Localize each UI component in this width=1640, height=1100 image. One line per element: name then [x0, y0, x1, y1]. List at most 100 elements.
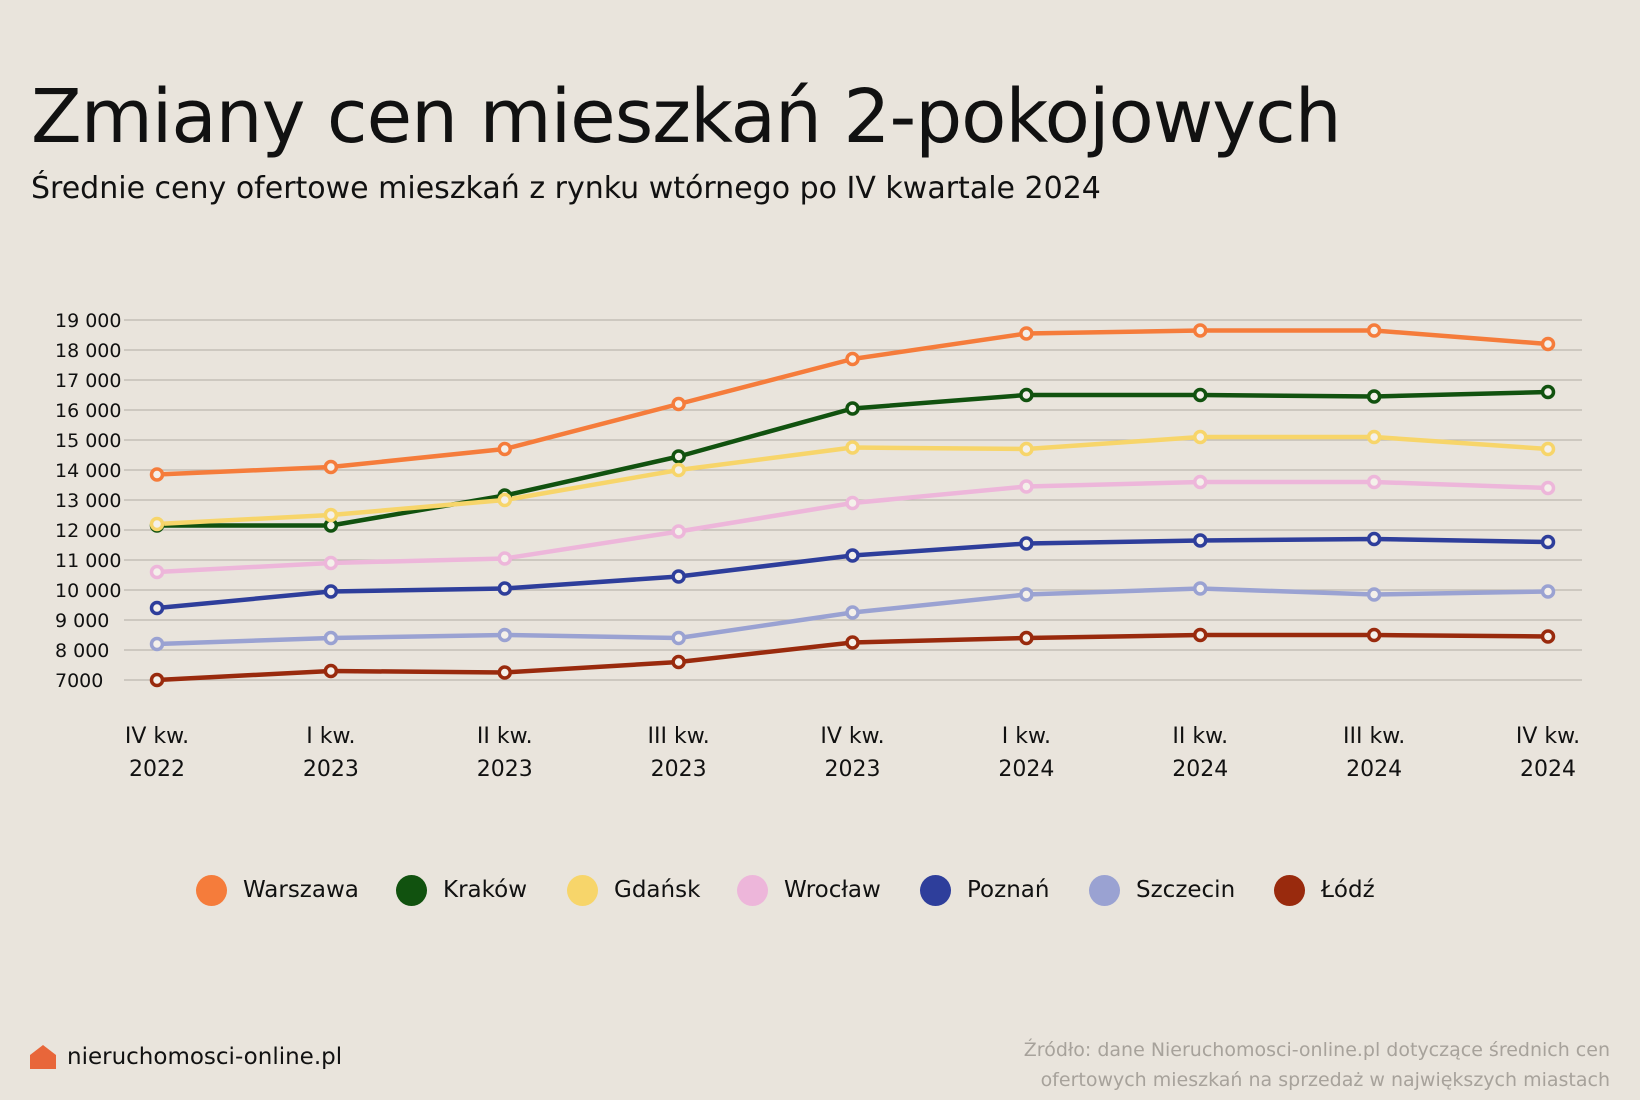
legend-item: Poznań [920, 870, 1049, 910]
data-point-Gdańsk [1540, 441, 1556, 457]
x-tick-label: IV kw. [125, 724, 189, 749]
data-point-Szczecin [497, 627, 512, 643]
x-tick-label-year: 2023 [477, 757, 533, 782]
data-point-Kraków [845, 401, 860, 416]
data-point-Łódź [1540, 629, 1556, 644]
y-tick-label: 13 000 [55, 490, 121, 512]
data-point-Łódź [845, 635, 860, 650]
y-tick-label: 17 000 [55, 370, 121, 392]
x-tick-label: I kw. [306, 724, 355, 749]
data-point-Szczecin [323, 630, 339, 646]
data-point-Warszawa [1366, 323, 1382, 338]
data-point-Gdańsk [671, 462, 686, 478]
data-point-Gdańsk [1366, 429, 1382, 445]
data-point-Gdańsk [1019, 441, 1034, 457]
y-tick-label: 12 000 [55, 520, 121, 542]
source-line-2: ofertowych mieszkań na sprzedaż w najwię… [1040, 1069, 1610, 1091]
data-point-Wrocław [497, 551, 512, 566]
x-tick-label: II kw. [1172, 724, 1228, 749]
legend-swatch [1089, 874, 1120, 906]
data-point-Poznań [671, 569, 686, 584]
data-point-Gdańsk [1193, 429, 1208, 445]
data-point-Wrocław [149, 564, 165, 580]
legend: Warszawa Kraków Gdańsk Wrocław Poznań Szczeci… [0, 870, 1640, 910]
y-tick-label: 15 000 [55, 430, 121, 452]
brand[interactable]: nieruchomosci-online.pl [29, 1044, 342, 1070]
x-tick-label-year: 2022 [129, 757, 185, 782]
legend-label: Wrocław [784, 877, 881, 903]
source-note: Źródło: dane Nieruchomosci-online.pl dot… [1024, 1035, 1610, 1095]
chart-title: Zmiany cen mieszkań 2-pokojowych [31, 74, 1342, 160]
chart-subtitle: Średnie ceny ofertowe mieszkań z rynku w… [31, 171, 1101, 206]
data-point-Gdańsk [149, 516, 165, 532]
data-point-Szczecin [1019, 587, 1034, 602]
legend-item: Kraków [396, 870, 527, 910]
data-point-Poznań [497, 581, 512, 596]
legend-label: Gdańsk [614, 877, 701, 903]
legend-label: Kraków [443, 877, 528, 903]
data-point-Gdańsk [323, 507, 339, 523]
data-point-Łódź [1366, 627, 1382, 643]
data-point-Szczecin [1540, 584, 1556, 599]
data-point-Wrocław [323, 555, 339, 571]
data-point-Łódź [671, 654, 686, 670]
source-line-1: Źródło: dane Nieruchomosci-online.pl dot… [1023, 1039, 1610, 1061]
data-point-Kraków [1019, 387, 1034, 403]
data-point-Warszawa [149, 467, 165, 482]
y-axis-ticks: 7000 8 000 9 000 10 000 11 000 12 000 13 000 14… [55, 310, 121, 692]
legend-swatch [567, 874, 598, 906]
x-tick-label: IV kw. [1516, 724, 1580, 749]
x-tick-label-year: 2024 [1346, 757, 1402, 782]
y-tick-label: 16 000 [55, 400, 121, 422]
series-points [149, 323, 1556, 688]
data-point-Łódź [497, 665, 512, 680]
y-tick-label: 19 000 [55, 310, 121, 332]
data-point-Warszawa [1540, 336, 1556, 352]
x-tick-label-year: 2023 [303, 757, 359, 782]
x-tick-label-year: 2024 [1172, 757, 1228, 782]
data-point-Poznań [1540, 534, 1556, 550]
data-point-Łódź [149, 672, 165, 688]
y-tick-label: 8 000 [55, 640, 109, 662]
data-point-Poznań [1019, 536, 1034, 551]
y-tick-label: 7000 [55, 670, 103, 692]
legend-item: Szczecin [1089, 870, 1235, 910]
legend-item: Gdańsk [567, 870, 700, 910]
legend-item: Wrocław [737, 870, 881, 910]
x-tick-label: II kw. [477, 724, 533, 749]
data-point-Gdańsk [497, 492, 512, 508]
data-point-Szczecin [1193, 581, 1208, 596]
legend-swatch [196, 874, 227, 906]
x-tick-label-year: 2023 [651, 757, 707, 782]
data-point-Warszawa [497, 441, 512, 457]
legend-swatch [396, 874, 427, 906]
data-point-Warszawa [1193, 323, 1208, 338]
data-point-Warszawa [671, 396, 686, 412]
data-point-Poznań [845, 548, 860, 563]
data-point-Poznań [1366, 531, 1382, 547]
data-point-Wrocław [1193, 474, 1208, 490]
legend-label: Warszawa [243, 877, 359, 903]
brand-name: nieruchomosci-online.pl [67, 1044, 343, 1070]
legend-swatch [1274, 874, 1305, 906]
legend-item: Łódź [1274, 870, 1375, 910]
x-axis-ticks: IV kw. 2022 I kw. 2023 II kw. 2023 III kw. 2023… [125, 724, 1580, 782]
data-point-Poznań [1193, 533, 1208, 548]
legend-swatch [920, 874, 951, 906]
x-tick-label: III kw. [1343, 724, 1405, 749]
house-icon [30, 1045, 56, 1069]
y-tick-label: 18 000 [55, 340, 121, 362]
data-point-Warszawa [323, 459, 339, 475]
data-point-Wrocław [671, 524, 686, 539]
data-point-Gdańsk [845, 440, 860, 455]
data-point-Łódź [1019, 630, 1034, 646]
data-point-Wrocław [1366, 474, 1382, 490]
data-point-Wrocław [1540, 480, 1556, 496]
y-tick-label: 11 000 [55, 550, 121, 572]
data-point-Łódź [323, 663, 339, 679]
data-point-Kraków [671, 449, 686, 464]
legend-swatch [737, 874, 768, 906]
data-point-Wrocław [1019, 479, 1034, 494]
data-point-Kraków [1366, 389, 1382, 404]
line-chart: 7000 8 000 9 000 10 000 11 000 12 000 13 000 14… [55, 310, 1582, 782]
